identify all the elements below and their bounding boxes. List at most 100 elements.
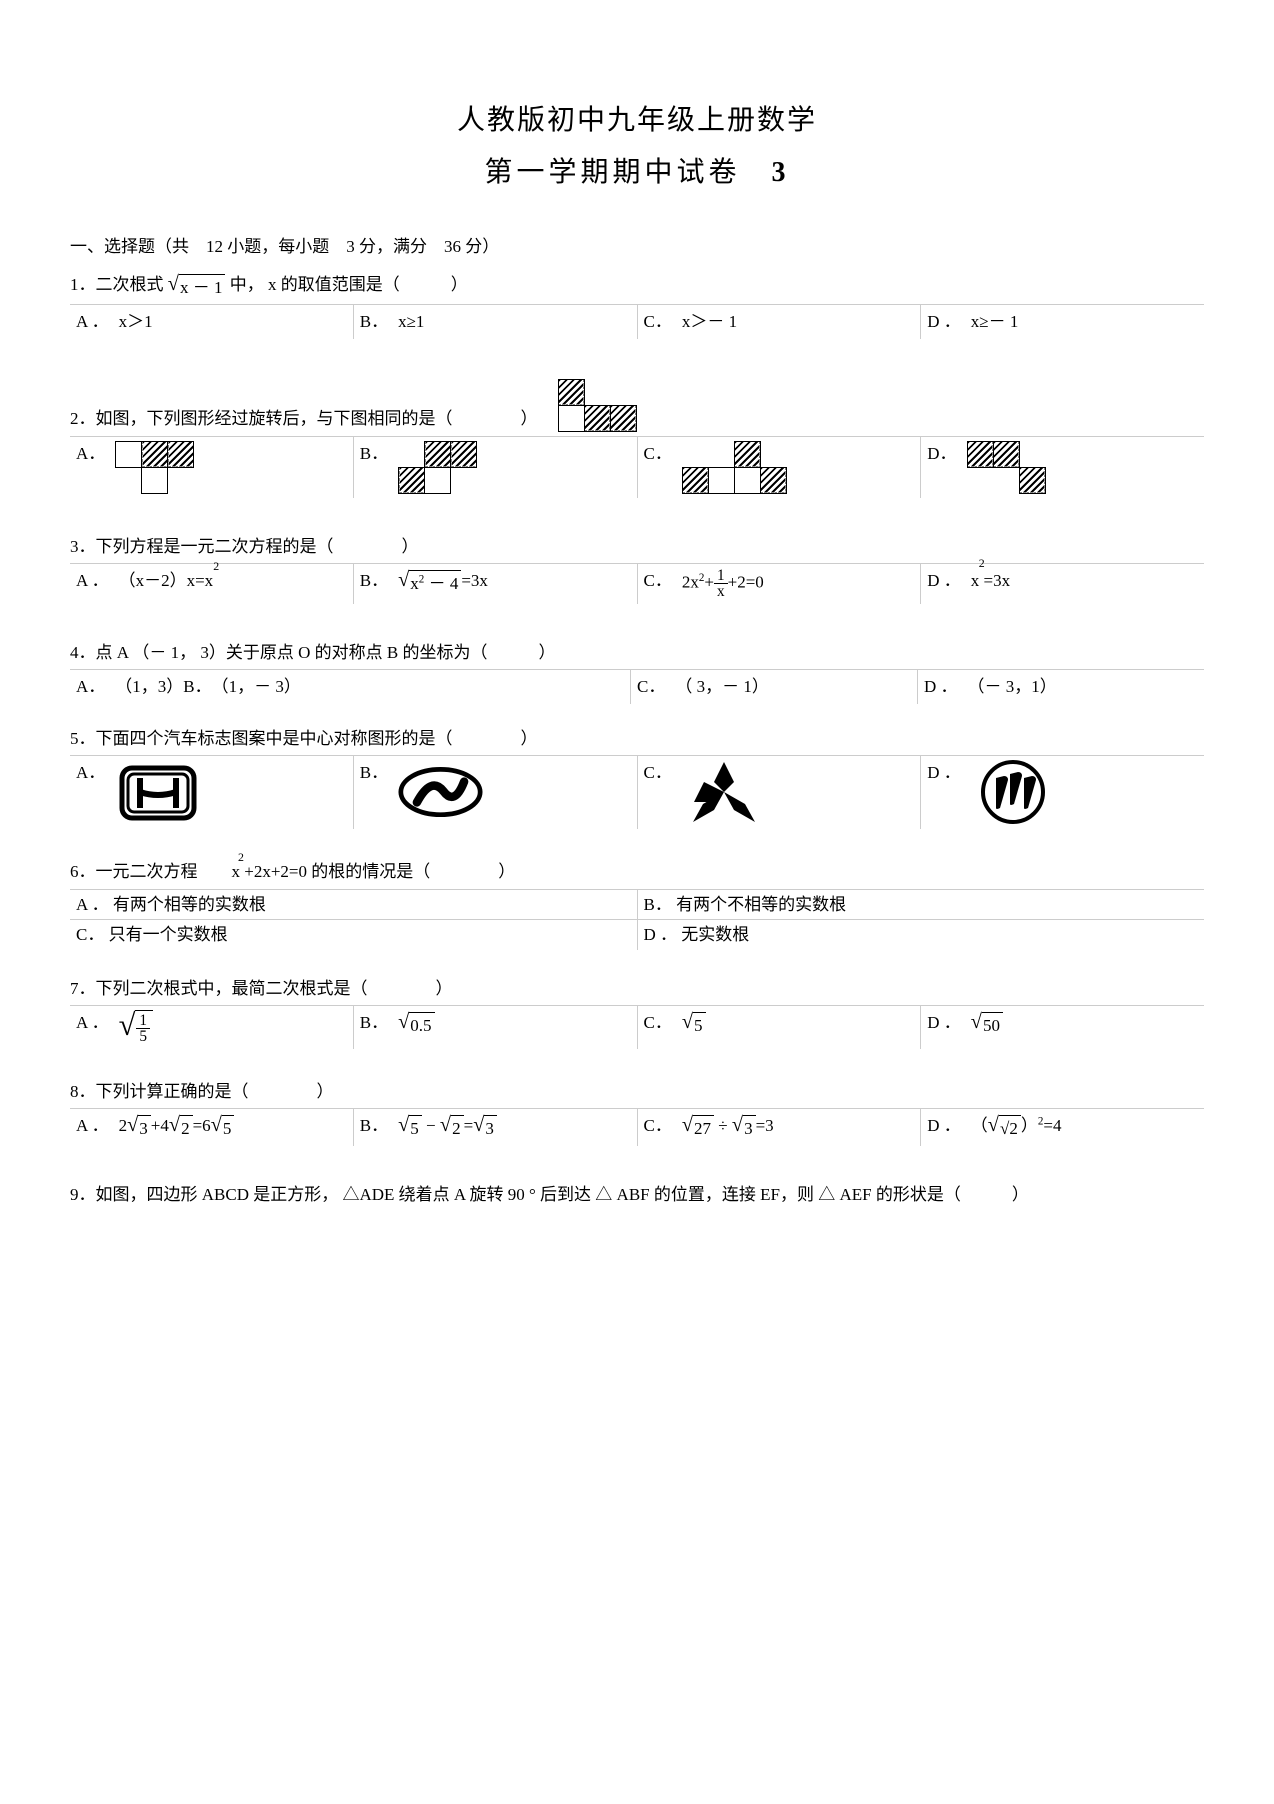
question-3: 3．下列方程是一元二次方程的是（ ） A ． （x－2）x=x2 B． √x2 …: [70, 534, 1204, 604]
q3-b-rad: x: [410, 574, 419, 593]
q3-d-body: 2x =3x: [971, 568, 1198, 594]
q7-c-body: √5: [682, 1010, 914, 1039]
q3-c-n: 1: [714, 568, 728, 584]
q1-opt-c: C． x＞－ 1: [637, 305, 921, 339]
q7-b-body: √0.5: [398, 1010, 630, 1039]
label-b: B．: [644, 895, 672, 914]
q1-stem-post: 中， x 的取值范围是（ ）: [230, 275, 468, 294]
sqrt-icon: √3: [473, 1115, 497, 1142]
q1-options: A ． x＞1 B．x≥1 C． x＞－ 1 D ． x≥－ 1: [70, 304, 1204, 339]
honda-logo-icon: [115, 760, 200, 825]
q6-d-text: 无实数根: [681, 925, 749, 944]
q1-opt-b: B．x≥1: [353, 305, 637, 339]
q2-stem-text: 2．如图，下列图形经过旋转后，与下图相同的是（ ）: [70, 406, 538, 432]
question-9: 9．如图，四边形 ABCD 是正方形， △ADE 绕着点 A 旋转 90 ° 后…: [70, 1182, 1204, 1208]
sqrt-icon: √27: [682, 1115, 714, 1142]
q5-opt-c: C．: [637, 756, 921, 829]
q3-a-body: （x－2）x=x2: [119, 568, 347, 594]
q5-options: A． B． C． D ．: [70, 755, 1204, 829]
q8-options: A ． 2√3+4√2=6√5 B． √5 − √2=√3 C． √27 ÷ √…: [70, 1108, 1204, 1146]
q7-d-arg: 50: [982, 1012, 1003, 1039]
q3-options: A ． （x－2）x=x2 B． √x2 － 4=3x C． 2x2+1x+2=…: [70, 563, 1204, 604]
label-d: D ．: [927, 1113, 961, 1139]
label-c: C．: [637, 674, 665, 700]
q1-opt-d: D ． x≥－ 1: [920, 305, 1204, 339]
q2-label-a: A．: [76, 441, 105, 467]
q4-c-text: （ 3，－ 1）: [675, 674, 911, 700]
q4-a-text: （1，3）B． （1，－ 3）: [115, 674, 624, 700]
sqrt-icon: √3: [732, 1115, 756, 1142]
q2-reference-figure: [558, 379, 637, 432]
sqrt-icon: √5: [398, 1115, 422, 1142]
q3-a-sup: 2: [213, 559, 219, 573]
label-d: D ．: [927, 1010, 961, 1036]
q8-b-body: √5 − √2=√3: [398, 1113, 630, 1142]
label-a: A ．: [76, 309, 109, 335]
q3-opt-b: B． √x2 － 4=3x: [353, 564, 637, 604]
q6-a-text: 有两个相等的实数根: [113, 895, 266, 914]
label-b: B．: [360, 1113, 388, 1139]
q3-c-body: 2x2+1x+2=0: [682, 568, 914, 600]
q2-fig-b: [398, 441, 477, 494]
q3-b-rest: － 4: [424, 574, 458, 593]
q6-stem-text: 6．一元二次方程 x +2x+2=0 的根的情况是（ ）: [70, 862, 515, 881]
q2-opt-d: D．: [920, 437, 1204, 498]
q3-opt-d: D ． 2x =3x: [920, 564, 1204, 604]
buick-logo-icon: [971, 760, 1056, 825]
q6-opt-d: D ． 无实数根: [637, 920, 1205, 950]
q4-opt-c: C． （ 3，－ 1）: [630, 670, 917, 704]
q2-fig-a: [115, 441, 194, 494]
sqrt-icon: √3: [127, 1115, 151, 1142]
q8-opt-a: A ． 2√3+4√2=6√5: [70, 1109, 353, 1146]
q2-opt-c: C．: [637, 437, 921, 498]
q5-opt-b: B．: [353, 756, 637, 829]
label-c: C．: [644, 568, 672, 594]
q4-stem: 4．点 A （－ 1， 3）关于原点 O 的对称点 B 的坐标为（ ）: [70, 640, 1204, 666]
question-2: 2．如图，下列图形经过旋转后，与下图相同的是（ ） A． B． C． D．: [70, 379, 1204, 498]
label-b: B．: [360, 309, 388, 335]
label-d: D ．: [927, 568, 961, 594]
q2-stem: 2．如图，下列图形经过旋转后，与下图相同的是（ ）: [70, 379, 1204, 432]
title2-num: 3: [772, 157, 790, 188]
q6-opt-a: A ． 有两个相等的实数根: [70, 890, 637, 920]
sqrt-icon: √0.5: [398, 1012, 434, 1039]
q3-b-body: √x2 － 4=3x: [398, 568, 630, 597]
q2-label-c: C．: [644, 441, 672, 467]
q4-d-text: （－ 3，1）: [968, 674, 1198, 700]
q3-stem: 3．下列方程是一元二次方程的是（ ）: [70, 534, 1204, 560]
q2-options: A． B． C． D．: [70, 436, 1204, 498]
hyundai-logo-icon: [398, 760, 483, 825]
sqrt-icon: √2: [440, 1115, 464, 1142]
q2-fig-d: [967, 441, 1046, 494]
q7-c-arg: 5: [693, 1012, 706, 1039]
q4-opt-ab: A．（1，3）B． （1，－ 3）: [70, 670, 630, 704]
label-c: C．: [644, 309, 672, 335]
mitsubishi-logo-icon: [682, 760, 767, 825]
q1-a-text: x＞1: [119, 309, 347, 335]
q1-d-text: x≥－ 1: [971, 309, 1198, 335]
q1-c-text: x＞－ 1: [682, 309, 914, 335]
q5-opt-a: A．: [70, 756, 353, 829]
sqrt-icon: √2: [169, 1115, 193, 1142]
q3-c-d: x: [714, 584, 728, 599]
q8-d-base: √2: [999, 1115, 1021, 1142]
q8-opt-b: B． √5 − √2=√3: [353, 1109, 637, 1146]
q1-radicand: x － 1: [179, 274, 226, 301]
question-7: 7．下列二次根式中，最简二次根式是（ ） A ． √15 B． √0.5 C． …: [70, 976, 1204, 1049]
page-title-2: 第一学期期中试卷 3: [70, 152, 1204, 194]
label-d: D ．: [927, 309, 961, 335]
q2-label-d: D．: [927, 441, 956, 467]
q8-c-body: √27 ÷ √3=3: [682, 1113, 914, 1142]
label-a: A ．: [76, 568, 109, 594]
q8-opt-d: D ． （√√2）2=4: [920, 1109, 1204, 1146]
q7-stem: 7．下列二次根式中，最简二次根式是（ ）: [70, 976, 1204, 1002]
q7-a-d: 5: [136, 1029, 150, 1044]
sqrt-icon: √5: [211, 1115, 235, 1142]
q3-d-sup: 2: [979, 555, 985, 573]
q7-a-n: 1: [136, 1013, 150, 1029]
q7-opt-d: D ． √50: [920, 1006, 1204, 1049]
question-8: 8．下列计算正确的是（ ） A ． 2√3+4√2=6√5 B． √5 − √2…: [70, 1079, 1204, 1146]
q6-b-text: 有两个不相等的实数根: [676, 895, 846, 914]
question-4: 4．点 A （－ 1， 3）关于原点 O 的对称点 B 的坐标为（ ） A．（1…: [70, 640, 1204, 704]
q3-c-tail: +2=0: [728, 573, 764, 592]
